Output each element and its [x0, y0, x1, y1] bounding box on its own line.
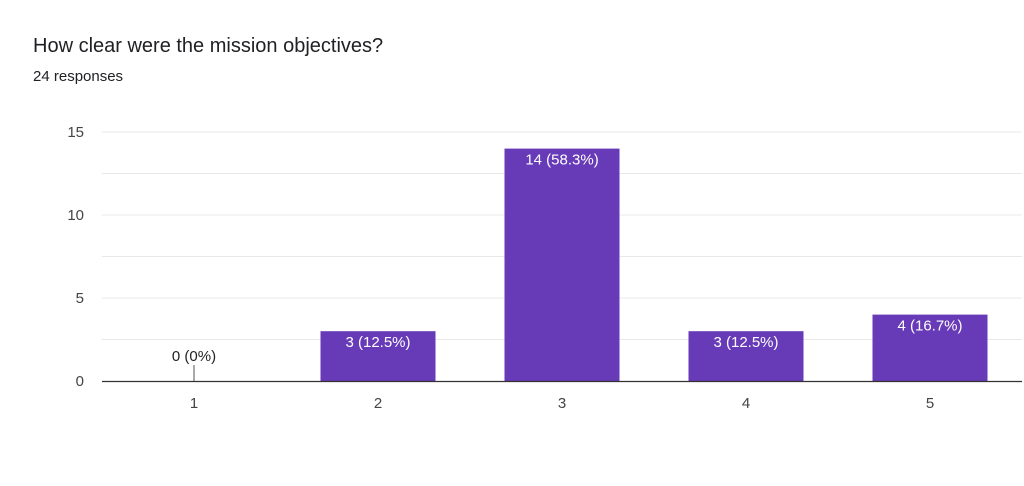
x-tick-label: 4 — [742, 395, 750, 412]
data-label: 14 (58.3%) — [525, 152, 598, 169]
bar — [320, 331, 436, 381]
x-tick-label: 1 — [190, 395, 198, 412]
bar — [872, 314, 988, 381]
y-tick-label: 5 — [76, 290, 84, 307]
data-label: 4 (16.7%) — [897, 318, 962, 335]
question-title: How clear were the mission objectives? — [33, 35, 384, 57]
y-tick-label: 10 — [67, 207, 84, 224]
data-label: 3 (12.5%) — [345, 334, 410, 351]
data-label: 3 (12.5%) — [713, 334, 778, 351]
x-tick-label: 3 — [558, 395, 566, 412]
x-axis-ticks: 1 2 3 4 5 — [190, 395, 934, 412]
data-labels: 0 (0%) 3 (12.5%) 14 (58.3%) 3 (12.5%) 4 (16.… — [172, 152, 963, 365]
bar — [688, 331, 804, 381]
bars — [193, 148, 988, 381]
y-axis-ticks: 0 5 10 15 — [67, 124, 84, 390]
x-tick-label: 5 — [926, 395, 934, 412]
data-label: 0 (0%) — [172, 348, 216, 365]
y-tick-label: 15 — [67, 124, 84, 141]
y-tick-label: 0 — [76, 373, 84, 390]
response-count: 24 responses — [33, 68, 124, 85]
bar — [504, 148, 620, 381]
x-tick-label: 2 — [374, 395, 382, 412]
